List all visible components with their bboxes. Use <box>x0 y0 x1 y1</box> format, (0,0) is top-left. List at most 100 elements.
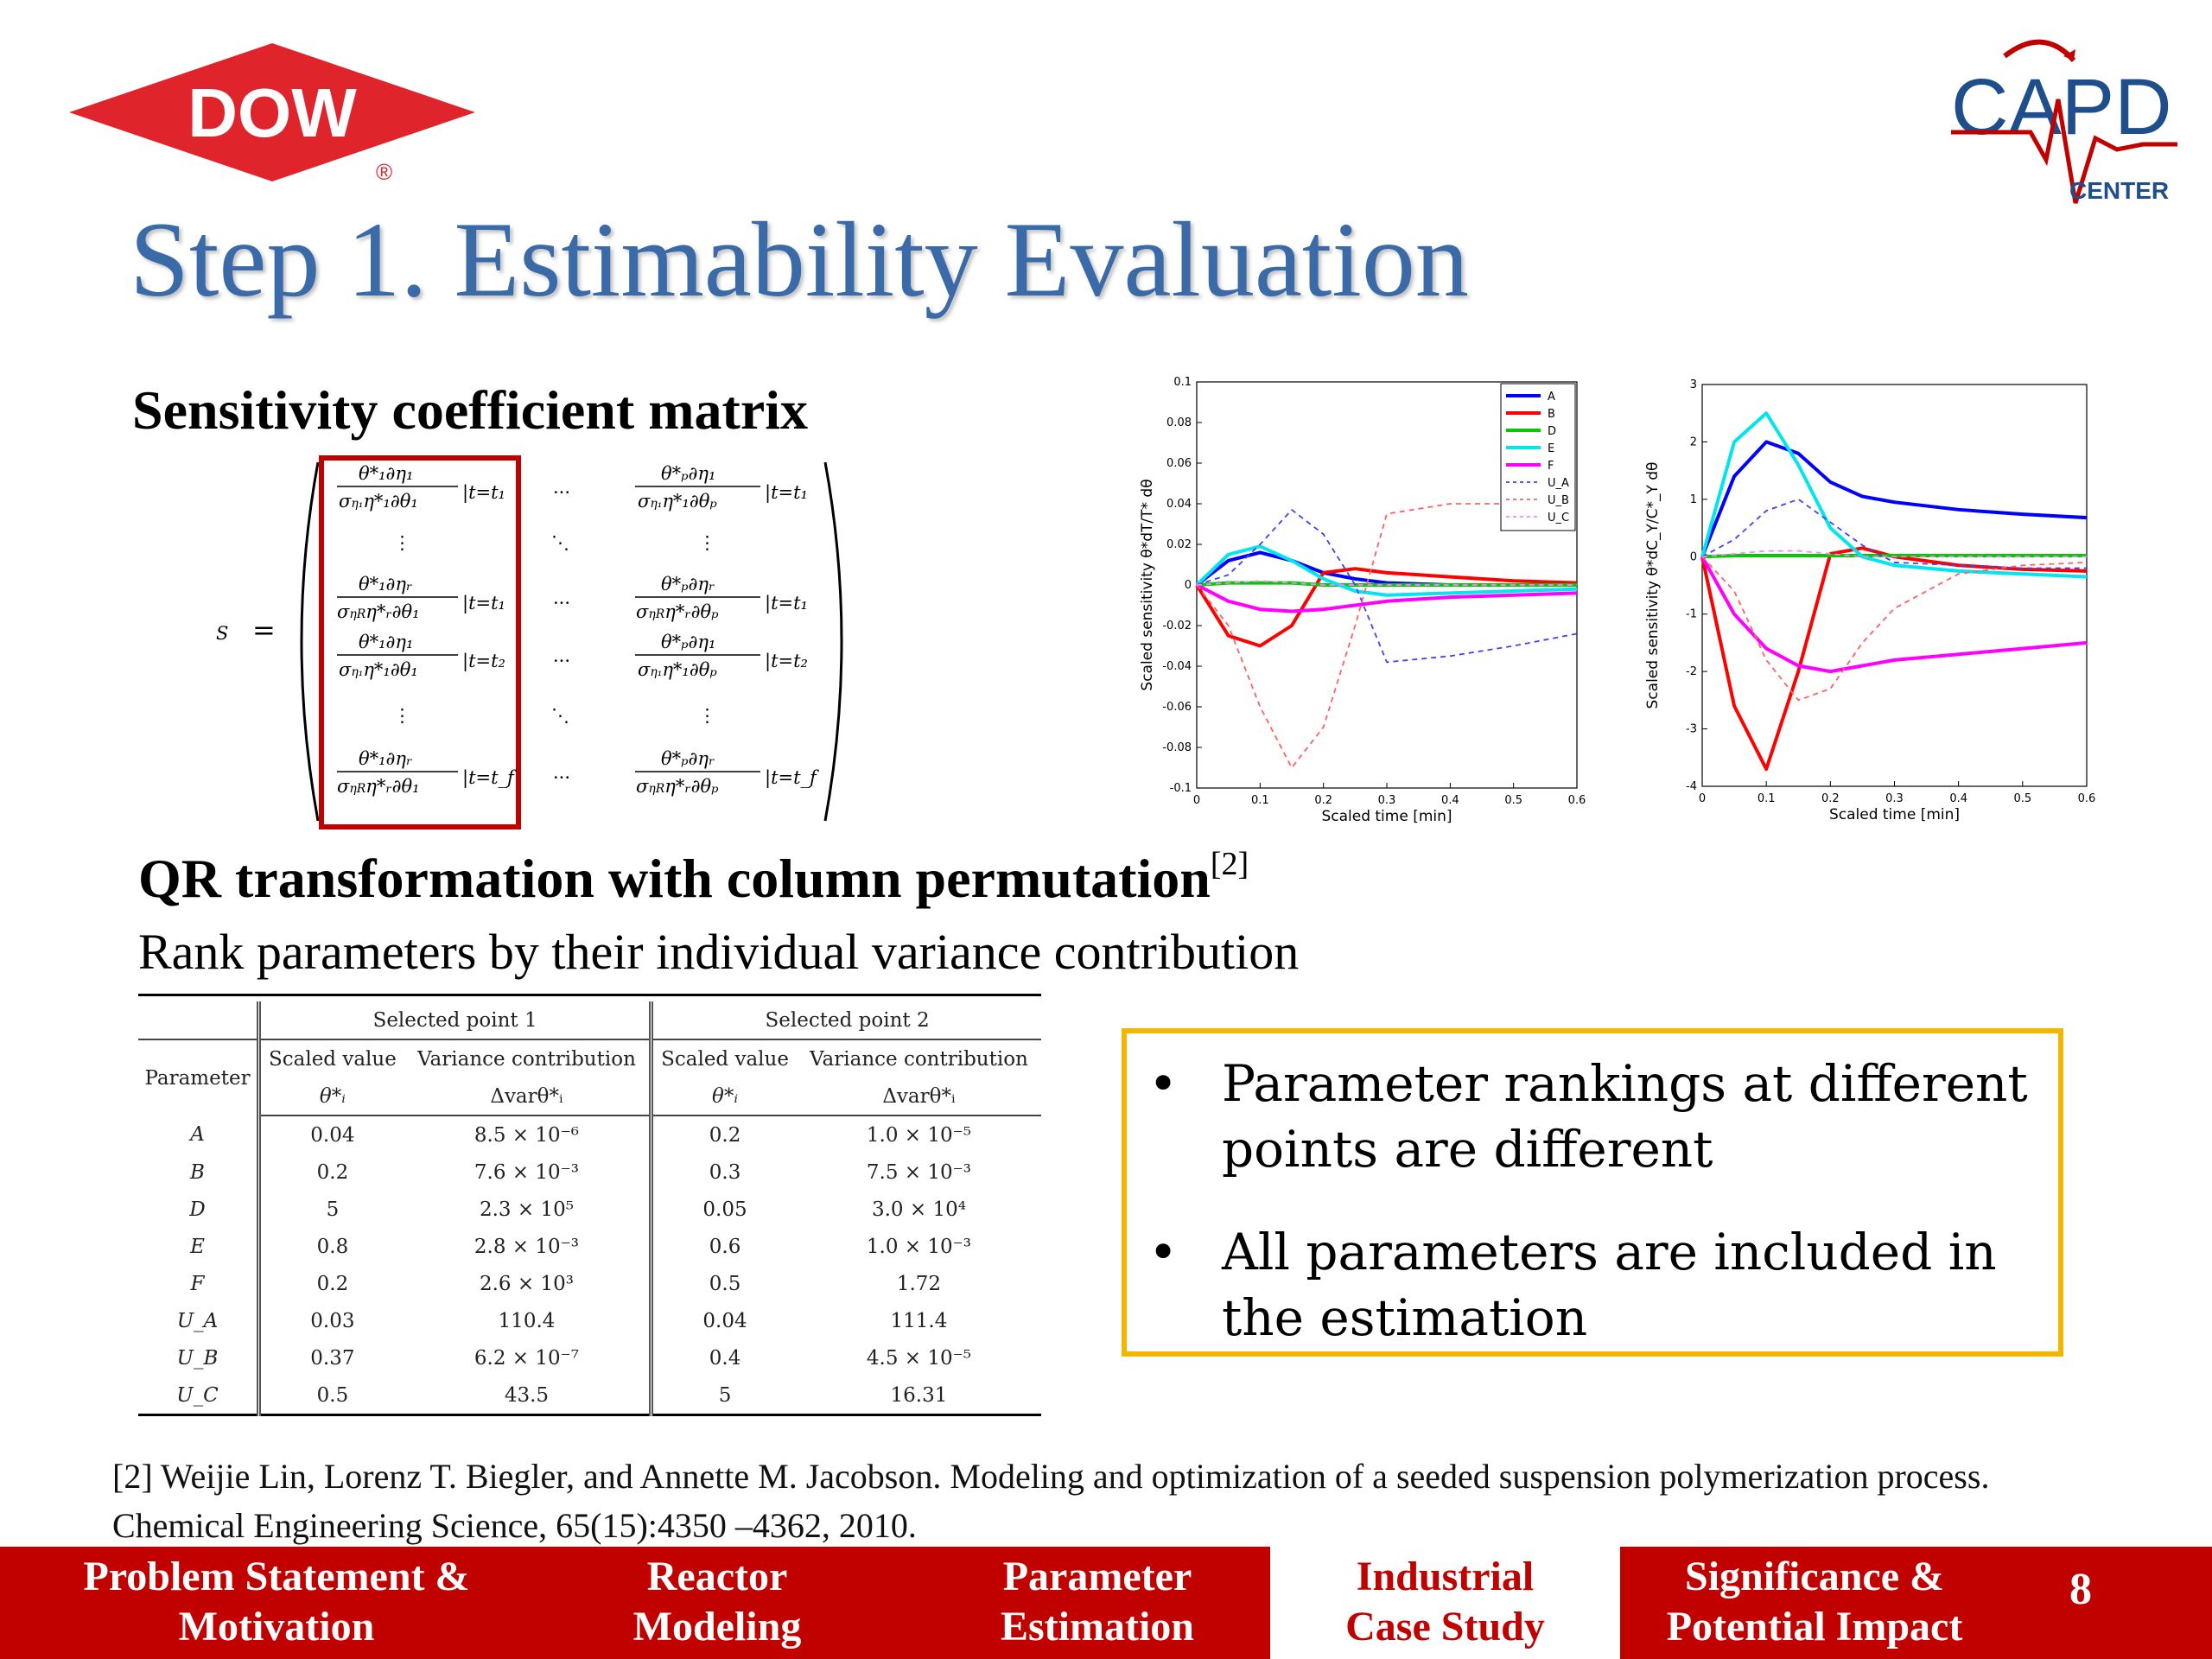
dow-registered-mark: ® <box>376 159 392 185</box>
nav-tab-significance[interactable]: Significance & Potential Impact <box>1642 1547 1987 1659</box>
capd-logo-subtext: CENTER <box>2069 177 2169 204</box>
first-column-highlight <box>319 455 521 830</box>
table-row: U_B 0.37 6.2 × 10⁻⁷ 0.4 4.5 × 10⁻⁵ <box>138 1339 1041 1376</box>
table-cell-vc1: 2.6 × 10³ <box>479 1272 574 1295</box>
legend-box <box>1500 383 1576 531</box>
table-cell-param: B <box>190 1160 205 1184</box>
y-tick-label: 0 <box>1185 579 1192 592</box>
y-tick-label: 2 <box>1690 435 1697 448</box>
svg-text:|t=t_f: |t=t_f <box>765 767 819 789</box>
svg-text:|t=t_f: |t=t_f <box>462 767 517 789</box>
theta-symbol-1: θ*ᵢ <box>257 1077 404 1116</box>
nav-tab-line: Motivation <box>178 1604 375 1649</box>
table-cell-vc2: 1.72 <box>896 1272 942 1295</box>
qr-reference-mark: [2] <box>1210 845 1249 882</box>
y-tick-label: 0 <box>1690 550 1697 563</box>
callout-bullet-text: All parameters are included in the estim… <box>1222 1223 1997 1347</box>
group-header-point-2: Selected point 2 <box>649 1001 1041 1040</box>
sensitivity-matrix: S = θ*₁∂η₁ ση₁η*₁∂θ₁ |t=t₁ ··· θ*ₚ∂η₁ ση₁… <box>216 455 843 830</box>
page-number: 8 <box>2069 1565 2092 1614</box>
variance-contribution-header-2: Variance contribution <box>810 1047 1028 1071</box>
svg-text:σηRη*ᵣ∂θₚ: σηRη*ᵣ∂θₚ <box>636 776 719 797</box>
table-row: F 0.2 2.6 × 10³ 0.5 1.72 <box>138 1265 1041 1302</box>
series-line-f <box>1700 556 2088 674</box>
nav-tab-line: Significance & <box>1685 1554 1944 1599</box>
table-cell-vc2: 3.0 × 10⁴ <box>871 1198 966 1221</box>
svg-text:σηRη*ᵣ∂θₚ: σηRη*ᵣ∂θₚ <box>636 601 719 622</box>
sensitivity-heading: Sensitivity coefficient matrix <box>132 379 808 441</box>
x-tick-label: 0.1 <box>1758 792 1776 805</box>
svg-text:|t=t₁: |t=t₁ <box>765 593 808 614</box>
x-tick-label: 0.4 <box>1441 794 1459 807</box>
y-axis-label: Scaled sensitivity θ*dT/T* dθ <box>1139 479 1156 690</box>
svg-text:⋮: ⋮ <box>393 532 411 553</box>
nav-tab-problem-statement[interactable]: Problem Statement & Motivation <box>35 1547 518 1659</box>
x-tick-label: 0.2 <box>1314 794 1332 807</box>
svg-text:θ*ₚ∂ηᵣ: θ*ₚ∂ηᵣ <box>661 574 715 594</box>
series-line-b <box>1195 567 1578 648</box>
table-cell-sv2: 0.04 <box>649 1302 797 1339</box>
svg-text:⋮: ⋮ <box>698 532 716 553</box>
svg-text:···: ··· <box>553 593 570 613</box>
svg-text:···: ··· <box>553 767 570 788</box>
nav-tab-reactor-modeling[interactable]: Reactor Modeling <box>588 1547 847 1659</box>
y-tick-label: -0.08 <box>1162 741 1192 754</box>
nav-tab-industrial-case-study[interactable]: Industrial Case Study <box>1270 1547 1620 1659</box>
nav-tab-parameter-estimation[interactable]: Parameter Estimation <box>950 1547 1244 1659</box>
nav-tab-line: Reactor <box>646 1554 788 1599</box>
y-tick-label: -3 <box>1686 723 1697 736</box>
slide-title: Step 1. Estimability Evaluation <box>130 200 1469 319</box>
table-cell-sv1: 0.2 <box>257 1265 404 1302</box>
table-cell-vc2: 1.0 × 10⁻⁵ <box>866 1123 972 1147</box>
y-tick-label: 0.02 <box>1166 538 1192 551</box>
x-axis-label: Scaled time [min] <box>1321 808 1452 825</box>
dow-logo: DOW ® <box>69 43 475 185</box>
table-cell-vc1: 7.6 × 10⁻³ <box>474 1160 580 1184</box>
y-tick-label: -4 <box>1686 780 1697 793</box>
y-tick-label: -1 <box>1686 608 1697 621</box>
table-cell-sv2: 0.5 <box>649 1265 797 1302</box>
svg-text:θ*ₚ∂ηᵣ: θ*ₚ∂ηᵣ <box>661 748 715 769</box>
matrix-equals: = <box>252 613 276 646</box>
nav-tab-line: Case Study <box>1345 1604 1545 1649</box>
x-tick-label: 0.5 <box>1504 794 1522 807</box>
legend-label: B <box>1548 408 1555 421</box>
svg-text:|t=t₁: |t=t₁ <box>765 482 808 504</box>
bullet-dot: • <box>1148 1054 1179 1113</box>
table-cell-sv1: 0.2 <box>257 1154 404 1191</box>
y-tick-label: 0.1 <box>1173 376 1192 389</box>
svg-text:|t=t₂: |t=t₂ <box>462 651 505 672</box>
table-cell-param: D <box>189 1198 206 1221</box>
x-tick-label: 0.6 <box>2078 792 2096 805</box>
concentration-sensitivity-chart: 0 0.1 0.2 0.3 0.4 0.5 0.6 3 2 1 0 -1 -2 -3 -4 Scaled ti… <box>1644 378 2096 823</box>
matrix-symbol: S <box>216 623 228 644</box>
x-tick-label: 0 <box>1193 794 1200 807</box>
legend-label: F <box>1548 460 1554 473</box>
callout-bullet-text: Parameter rankings at different points a… <box>1222 1054 2028 1179</box>
variance-contribution-header-1: Variance contribution <box>417 1047 636 1071</box>
scaled-value-header-1: Scaled value <box>257 1039 404 1077</box>
table-cell-param: F <box>190 1272 205 1295</box>
x-tick-label: 0.3 <box>1378 794 1396 807</box>
svg-text:θ*₁∂η₁: θ*₁∂η₁ <box>359 632 413 652</box>
table-cell-param: A <box>190 1123 205 1146</box>
svg-text:θ*₁∂ηᵣ: θ*₁∂ηᵣ <box>359 748 412 769</box>
scaled-value-header-2: Scaled value <box>649 1039 797 1077</box>
x-tick-label: 0.1 <box>1251 794 1269 807</box>
capd-logo: CAPD CENTER <box>1951 39 2177 204</box>
svg-text:⋱: ⋱ <box>551 705 569 726</box>
series-line-u-c <box>1701 550 2087 558</box>
table-cell-vc2: 4.5 × 10⁻⁵ <box>866 1346 972 1370</box>
bullet-dot: • <box>1148 1223 1179 1281</box>
table-cell-vc2: 111.4 <box>890 1309 948 1332</box>
table-cell-vc1: 6.2 × 10⁻⁷ <box>474 1346 580 1370</box>
series-line-e <box>1700 411 2088 579</box>
table-body: A 0.04 8.5 × 10⁻⁶ 0.2 1.0 × 10⁻⁵ B 0.2 7.6 × 10… <box>138 1116 1041 1416</box>
x-tick-label: 0.6 <box>1568 794 1586 807</box>
nav-tab-line: Industrial <box>1356 1554 1535 1599</box>
y-tick-label: -0.06 <box>1162 701 1192 714</box>
table-cell-sv2: 0.4 <box>649 1339 797 1376</box>
table-row: A 0.04 8.5 × 10⁻⁶ 0.2 1.0 × 10⁻⁵ <box>138 1116 1041 1154</box>
svg-text:θ*ₚ∂η₁: θ*ₚ∂η₁ <box>661 463 715 484</box>
table-cell-sv2: 5 <box>649 1376 797 1416</box>
